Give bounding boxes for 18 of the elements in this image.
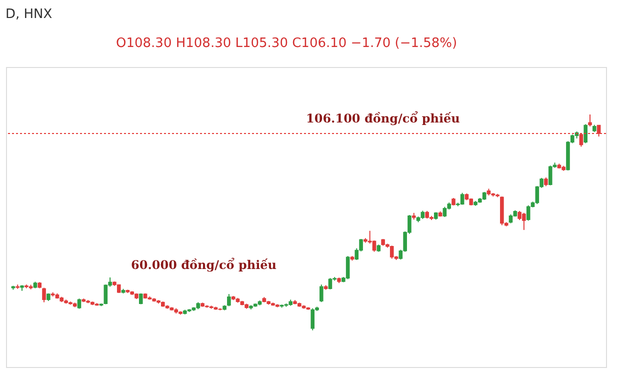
candlestick — [372, 240, 376, 252]
candlestick — [390, 245, 394, 260]
candlestick — [548, 165, 552, 186]
candlestick — [346, 256, 350, 280]
candlestick — [310, 308, 315, 331]
annotation: 60.000 đồng/cổ phiếu — [131, 257, 277, 272]
candlestick — [526, 204, 530, 222]
candlestick — [584, 124, 588, 144]
candlestick — [104, 284, 108, 305]
chart-title: D, HNX — [6, 7, 52, 22]
candlestick — [328, 278, 332, 290]
annotation: 106.100 đồng/cổ phiếu — [306, 110, 460, 126]
candlestick — [588, 114, 592, 127]
candlestick — [442, 206, 447, 218]
text: O108.30 H108.30 L105.30 C106.10 −1.70 (−1.58%) — [116, 36, 458, 51]
candlestick — [42, 287, 46, 303]
candlestick — [227, 294, 231, 307]
candlestick — [320, 284, 324, 303]
